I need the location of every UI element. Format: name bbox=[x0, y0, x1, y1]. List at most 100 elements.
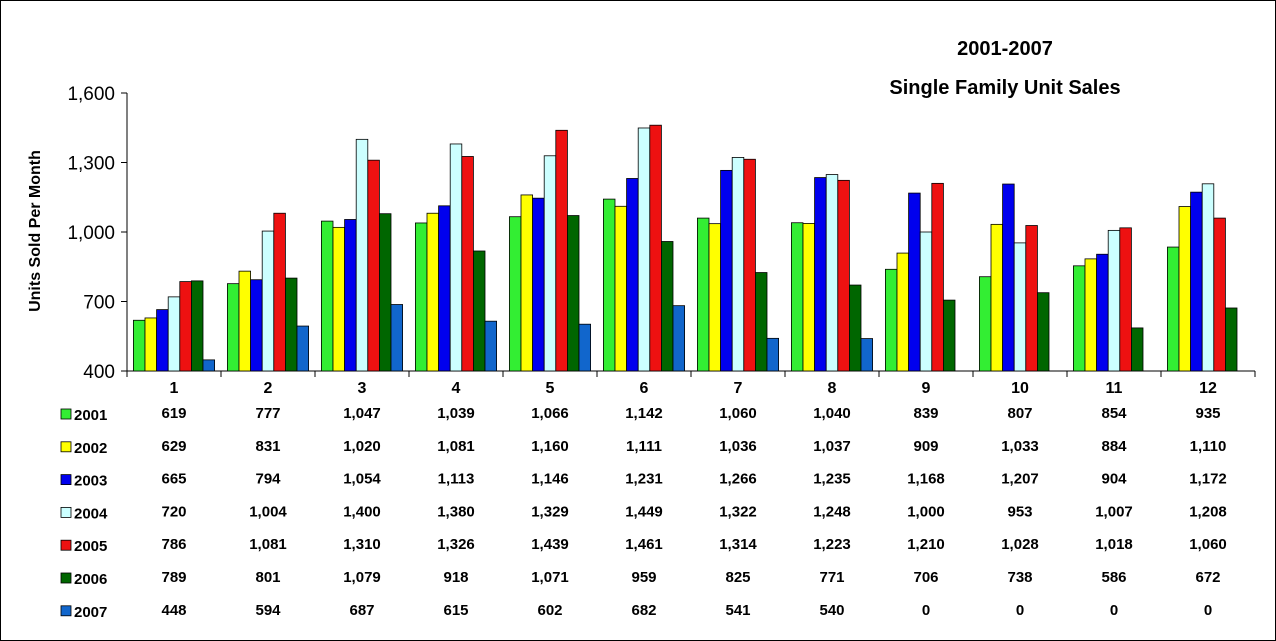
legend-label-2006: 2006 bbox=[74, 571, 107, 588]
table-cell: 1,329 bbox=[531, 503, 569, 520]
y-axis-label: Units Sold Per Month bbox=[27, 150, 44, 312]
table-cell: 1,248 bbox=[813, 503, 851, 520]
table-cell: 1,018 bbox=[1095, 536, 1133, 553]
bar-2005-5 bbox=[555, 129, 568, 372]
table-cell: 738 bbox=[1007, 569, 1032, 586]
table-cell: 0 bbox=[1016, 602, 1024, 619]
table-cell: 1,004 bbox=[249, 503, 287, 520]
table-cell: 1,060 bbox=[1189, 536, 1227, 553]
table-cell: 1,079 bbox=[343, 569, 381, 586]
bar-2006-9 bbox=[943, 299, 956, 372]
bar-2002-12 bbox=[1178, 206, 1192, 372]
legend-swatch-2003 bbox=[60, 474, 72, 486]
table-cell: 540 bbox=[819, 602, 844, 619]
bar-2006-7 bbox=[755, 272, 768, 372]
table-cell: 1,231 bbox=[625, 471, 663, 488]
table-cell: 1,020 bbox=[343, 438, 381, 455]
table-cell: 935 bbox=[1195, 405, 1220, 422]
table-cell: 1,400 bbox=[343, 503, 381, 520]
chart-title-group: 2001-2007 Single Family Unit Sales bbox=[889, 38, 1120, 99]
table-cell: 1,071 bbox=[531, 569, 569, 586]
bar-2003-1 bbox=[156, 309, 169, 372]
bar-2007-1 bbox=[202, 359, 216, 372]
bar-2005-8 bbox=[837, 179, 850, 372]
bar-2003-6 bbox=[626, 178, 639, 372]
table-cell: 789 bbox=[161, 569, 186, 586]
bar-2003-10 bbox=[1002, 183, 1015, 372]
table-cell: 884 bbox=[1101, 438, 1127, 455]
bar-2005-4 bbox=[461, 156, 474, 372]
table-cell: 1,047 bbox=[343, 405, 381, 422]
bar-2006-10 bbox=[1037, 292, 1050, 372]
table-cell: 1,000 bbox=[907, 503, 945, 520]
x-tick-label: 3 bbox=[358, 380, 367, 397]
bar-2006-8 bbox=[849, 284, 862, 372]
table-cell: 541 bbox=[725, 602, 750, 619]
table-cell: 1,208 bbox=[1189, 503, 1227, 520]
legend-label-2001: 2001 bbox=[74, 407, 107, 424]
bar-2003-12 bbox=[1190, 191, 1203, 372]
table-cell: 1,380 bbox=[437, 503, 475, 520]
bar-2007-3 bbox=[390, 304, 404, 372]
bars-group bbox=[132, 124, 1238, 372]
table-cell: 786 bbox=[161, 536, 186, 553]
table-cell: 1,439 bbox=[531, 536, 569, 553]
bar-2004-7 bbox=[731, 157, 745, 372]
table-cell: 959 bbox=[631, 569, 656, 586]
table-cell: 1,326 bbox=[437, 536, 475, 553]
bar-2004-4 bbox=[449, 143, 463, 372]
x-tick-label: 5 bbox=[546, 380, 555, 397]
legend-label-2003: 2003 bbox=[74, 473, 107, 490]
legend-label-2002: 2002 bbox=[74, 440, 107, 457]
bar-2001-5 bbox=[508, 216, 522, 372]
table-cell: 1,110 bbox=[1190, 438, 1227, 455]
bar-2002-6 bbox=[614, 205, 628, 372]
table-cell: 706 bbox=[913, 569, 938, 586]
table-cell: 1,210 bbox=[907, 536, 945, 553]
table-cell: 839 bbox=[913, 405, 938, 422]
bar-2001-2 bbox=[226, 283, 240, 372]
table-cell: 1,007 bbox=[1095, 503, 1133, 520]
bar-2004-2 bbox=[261, 230, 275, 372]
table-cell: 794 bbox=[255, 471, 281, 488]
legend-swatch-2006 bbox=[60, 572, 72, 584]
legend-swatch-2002 bbox=[60, 441, 72, 453]
bar-2006-11 bbox=[1131, 327, 1144, 372]
bar-2006-4 bbox=[472, 250, 486, 372]
table-cell: 682 bbox=[631, 602, 656, 619]
table-cell: 0 bbox=[922, 602, 930, 619]
bar-2003-8 bbox=[814, 177, 827, 372]
table-cell: 953 bbox=[1007, 503, 1032, 520]
x-tick-label: 2 bbox=[264, 380, 273, 397]
bar-2004-5 bbox=[543, 155, 557, 372]
table-cell: 1,142 bbox=[625, 405, 663, 422]
table-cell: 1,036 bbox=[719, 438, 757, 455]
bar-2001-11 bbox=[1073, 265, 1086, 372]
bar-2006-3 bbox=[378, 213, 392, 372]
table-cell: 1,322 bbox=[719, 503, 757, 520]
table-cell: 777 bbox=[255, 405, 280, 422]
bar-2004-10 bbox=[1013, 242, 1027, 372]
table-cell: 1,054 bbox=[343, 471, 381, 488]
bar-2001-6 bbox=[603, 198, 616, 372]
bar-2003-7 bbox=[720, 169, 733, 372]
bar-2001-9 bbox=[885, 268, 898, 372]
legend-label-2005: 2005 bbox=[74, 538, 107, 555]
bar-2002-11 bbox=[1084, 258, 1098, 372]
y-tick-label: 700 bbox=[83, 293, 115, 314]
table-cell: 909 bbox=[913, 438, 938, 455]
bar-2002-9 bbox=[896, 252, 910, 372]
table-cell: 594 bbox=[255, 602, 281, 619]
bar-2003-2 bbox=[250, 279, 263, 372]
bar-2007-6 bbox=[672, 305, 686, 372]
table-cell: 665 bbox=[161, 471, 186, 488]
bar-2002-2 bbox=[238, 270, 252, 372]
table-cell: 1,028 bbox=[1001, 536, 1039, 553]
bar-2001-10 bbox=[979, 276, 992, 372]
x-tick-label: 1 bbox=[170, 380, 179, 397]
legend-swatch-2001 bbox=[60, 408, 72, 420]
bar-2002-10 bbox=[990, 223, 1004, 372]
table-cell: 1,223 bbox=[813, 536, 851, 553]
legend-swatch-2007 bbox=[60, 605, 72, 617]
